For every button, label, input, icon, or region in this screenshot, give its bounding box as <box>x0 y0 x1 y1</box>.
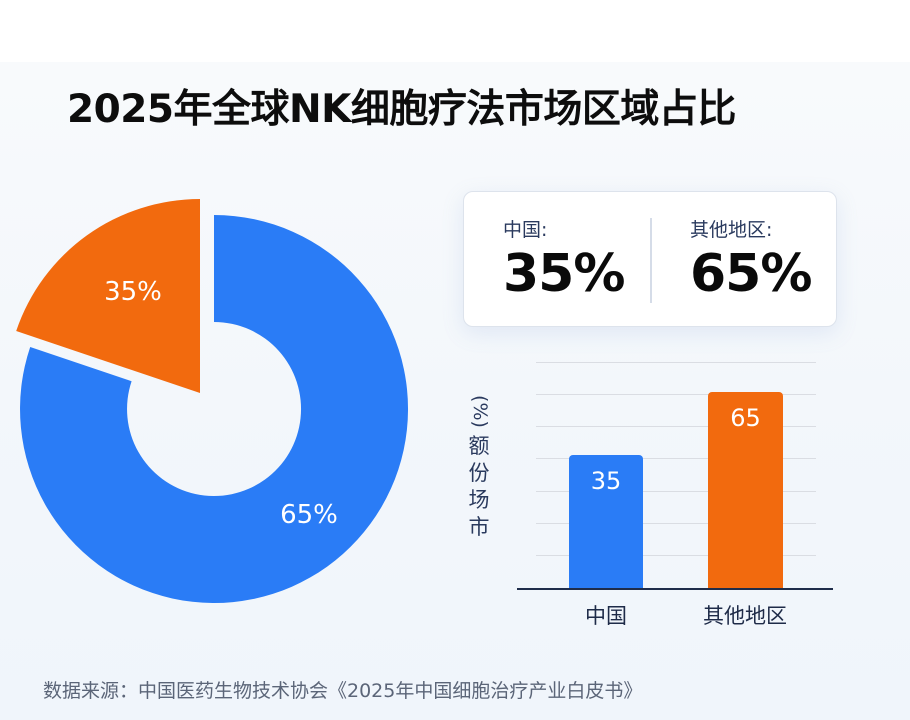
donut-chart: 35% 65% <box>0 0 430 640</box>
bar-value-china: 35 <box>590 467 622 495</box>
summary-card: 中国: 35% 其他地区: 65% <box>463 191 837 327</box>
chart-title: 2025年全球NK细胞疗法市场区域占比 <box>67 87 736 132</box>
slice-label-china: 35% <box>104 277 162 307</box>
bar-china[interactable]: 35 <box>569 455 643 589</box>
donut-slice-china[interactable] <box>16 199 201 393</box>
slice-label-other: 65% <box>280 500 338 530</box>
data-source-note: 数据来源：中国医药生物技术协会《2025年中国细胞治疗产业白皮书》 <box>43 680 643 702</box>
chart-background <box>0 62 910 720</box>
summary-label-other: 其他地区: <box>690 219 773 241</box>
bar-other[interactable]: 65 <box>708 392 783 589</box>
donut-slice-other[interactable] <box>20 214 409 603</box>
summary-value-other: 65% <box>690 244 812 304</box>
bar-value-other: 65 <box>730 404 761 432</box>
summary-value-china: 35% <box>503 244 625 304</box>
card-divider <box>650 218 652 303</box>
summary-label-china: 中国: <box>503 219 548 241</box>
